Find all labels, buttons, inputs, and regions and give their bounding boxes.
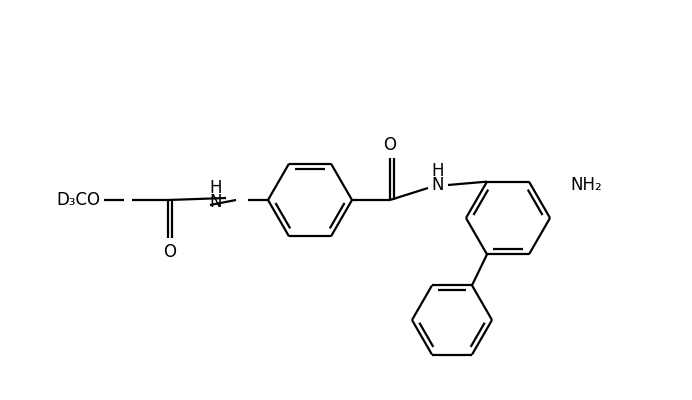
Text: O: O: [163, 243, 176, 261]
Text: N: N: [432, 176, 444, 194]
Text: NH₂: NH₂: [570, 176, 602, 194]
Text: O: O: [383, 136, 397, 154]
Text: N: N: [210, 193, 222, 211]
Text: H: H: [432, 162, 444, 180]
Text: H: H: [210, 179, 222, 197]
Text: D₃CO: D₃CO: [56, 191, 100, 209]
